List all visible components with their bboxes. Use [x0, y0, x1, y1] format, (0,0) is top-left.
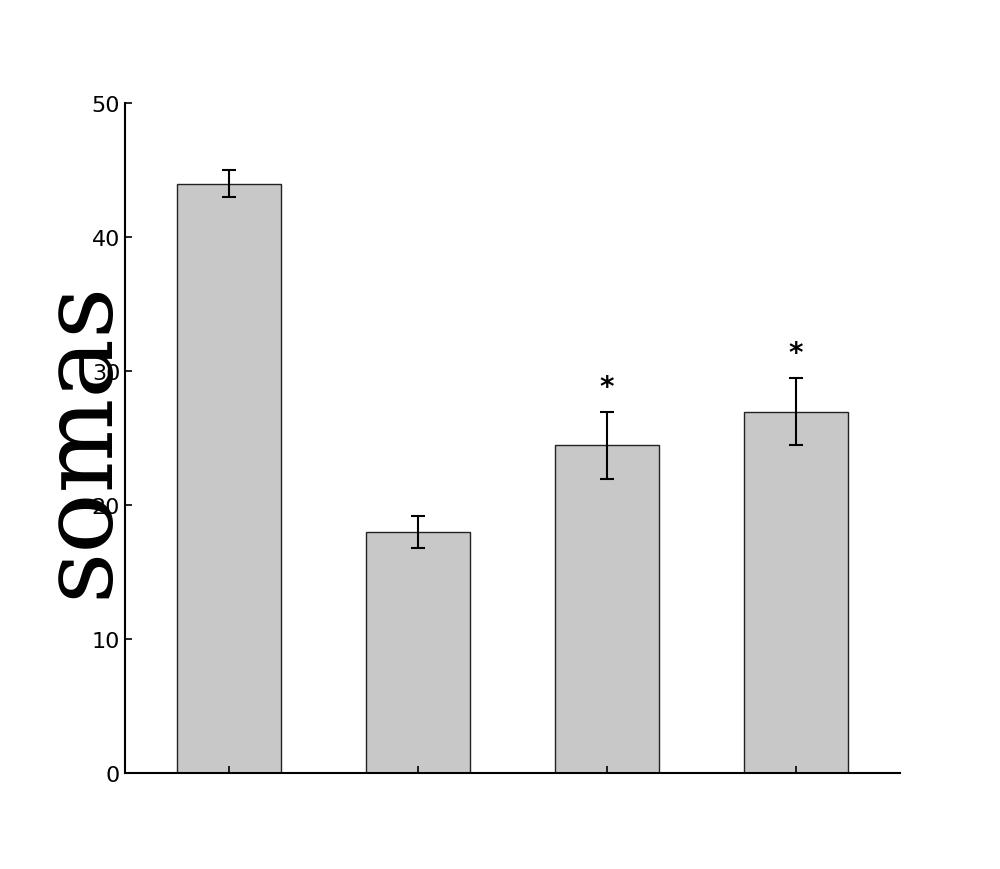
Text: *: *: [789, 340, 803, 368]
Bar: [366, 533, 470, 773]
Bar: [177, 184, 281, 773]
Y-axis label: somas: somas: [33, 281, 128, 597]
Text: *: *: [600, 374, 614, 401]
Bar: [555, 446, 659, 773]
Bar: [744, 412, 848, 773]
